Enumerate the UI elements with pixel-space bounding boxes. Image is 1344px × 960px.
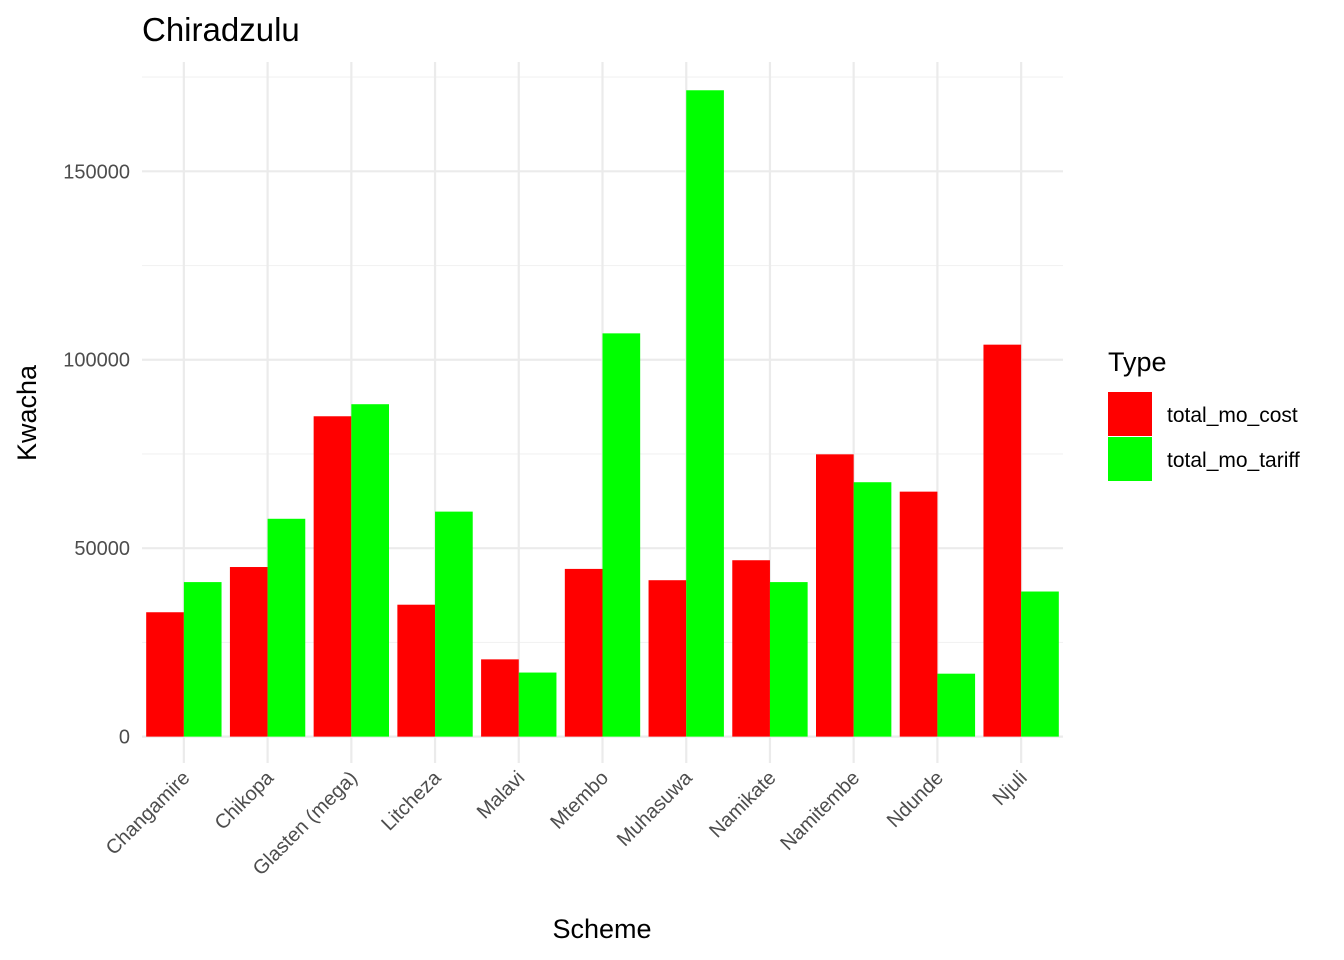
bar-total_mo_cost-5 xyxy=(564,568,603,737)
bar-total_mo_cost-3 xyxy=(397,604,436,737)
legend: Type total_mo_cost total_mo_tariff xyxy=(1108,347,1300,481)
bar-total_mo_tariff-3 xyxy=(435,511,473,737)
x-tick-label: Njuli xyxy=(989,767,1032,810)
legend-key-total_mo_tariff xyxy=(1108,437,1152,481)
x-tick-label: Chikopa xyxy=(211,766,279,834)
bar-total_mo_tariff-5 xyxy=(602,333,641,737)
y-tick-label: 100000 xyxy=(63,350,130,372)
legend-label-total_mo_cost: total_mo_cost xyxy=(1167,404,1298,427)
bar-total_mo_tariff-8 xyxy=(853,482,892,737)
x-axis-title: Scheme xyxy=(552,914,651,944)
bars xyxy=(146,90,1059,737)
x-tick-label: Muhasuwa xyxy=(613,766,698,851)
y-axis-ticks: 0 50000 100000 150000 xyxy=(63,161,130,748)
legend-title: Type xyxy=(1108,347,1167,377)
y-tick-label: 50000 xyxy=(74,538,130,560)
bar-total_mo_cost-4 xyxy=(481,659,519,737)
bar-total_mo_tariff-6 xyxy=(686,90,724,737)
bar-total_mo_cost-2 xyxy=(313,416,352,737)
bar-total_mo_tariff-10 xyxy=(1021,591,1059,737)
x-tick-label: Changamire xyxy=(102,767,195,860)
bar-total_mo_tariff-9 xyxy=(937,673,976,737)
x-tick-label: Mtembo xyxy=(546,767,613,834)
legend-key-total_mo_cost xyxy=(1108,392,1152,436)
x-tick-label: Namitembe xyxy=(776,767,864,855)
chart-title: Chiradzulu xyxy=(142,11,300,48)
bar-total_mo_tariff-0 xyxy=(183,582,222,737)
bar-total_mo_tariff-7 xyxy=(769,582,808,737)
x-tick-label: Namikate xyxy=(705,767,780,842)
x-tick-label: Malavi xyxy=(473,767,529,823)
bar-total_mo_cost-0 xyxy=(146,612,184,737)
bar-total_mo_cost-10 xyxy=(983,344,1022,737)
x-tick-label: Litcheza xyxy=(377,766,446,835)
bar-total_mo_tariff-1 xyxy=(267,518,306,737)
x-tick-label: Ndunde xyxy=(883,767,948,832)
bar-total_mo_cost-6 xyxy=(648,580,687,737)
bar-total_mo_cost-1 xyxy=(229,567,268,737)
bar-total_mo_cost-8 xyxy=(816,454,854,737)
bar-total_mo_tariff-2 xyxy=(351,404,389,737)
y-axis-title: Kwacha xyxy=(12,364,42,461)
bar-total_mo_cost-9 xyxy=(899,491,938,737)
y-tick-label: 150000 xyxy=(63,161,130,183)
legend-label-total_mo_tariff: total_mo_tariff xyxy=(1167,449,1300,472)
bar-total_mo_tariff-4 xyxy=(518,672,557,737)
bar-total_mo_cost-7 xyxy=(732,560,770,737)
y-tick-label: 0 xyxy=(119,727,130,749)
